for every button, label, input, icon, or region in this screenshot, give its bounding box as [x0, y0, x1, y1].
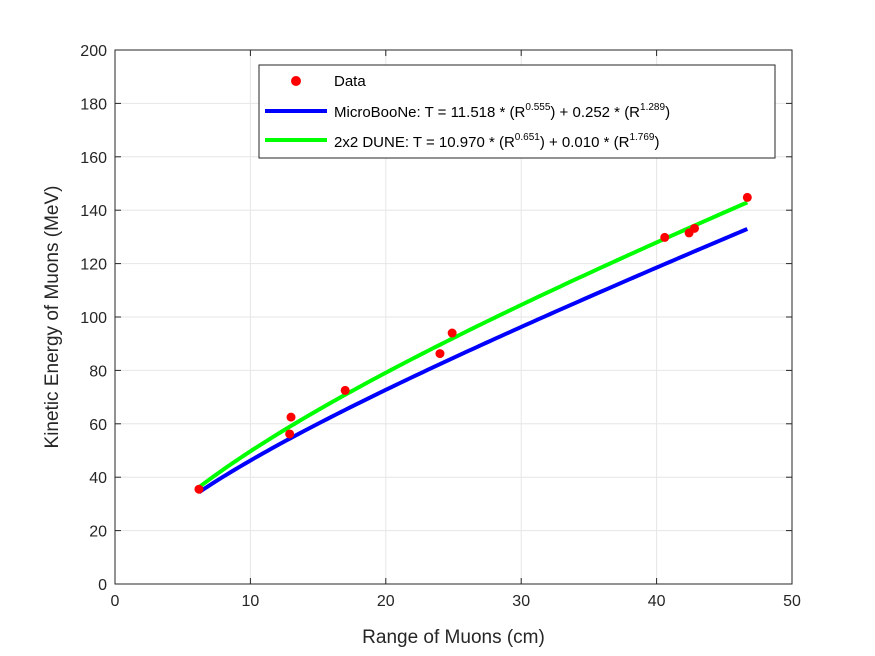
- y-tick-label: 140: [80, 203, 107, 220]
- x-axis-label: Range of Muons (cm): [362, 627, 545, 648]
- ticks: 0 10 20 30 40 50 0 20 40 60 80 100 120 140 160 180 200: [80, 43, 801, 610]
- x-tick-label: 10: [242, 593, 260, 610]
- data-point: [435, 349, 445, 359]
- x-tick-label: 30: [512, 593, 530, 610]
- data-point: [285, 429, 295, 439]
- y-tick-label: 180: [80, 96, 107, 113]
- y-tick-label: 120: [80, 257, 107, 274]
- legend-data-marker: [291, 76, 301, 86]
- data-point: [690, 223, 700, 233]
- y-tick-label: 60: [89, 417, 107, 434]
- x-tick-label: 0: [111, 593, 120, 610]
- y-tick-label: 100: [80, 310, 107, 327]
- data-point: [194, 484, 204, 494]
- legend-box: [258, 64, 776, 159]
- legend-microboone-label: MicroBooNe: T = 11.518 * (R0.555) + 0.25…: [334, 102, 670, 121]
- y-axis-label: Kinetic Energy of Muons (MeV): [42, 186, 63, 449]
- data-point: [742, 192, 752, 202]
- y-tick-label: 40: [89, 470, 107, 487]
- y-tick-label: 200: [80, 43, 107, 60]
- y-tick-label: 0: [98, 577, 107, 594]
- legend-data-label: Data: [334, 73, 366, 90]
- fit-curve-2x2-dune: [197, 200, 749, 489]
- data-point: [660, 232, 670, 242]
- x-tick-label: 20: [377, 593, 395, 610]
- y-tick-label: 80: [89, 363, 107, 380]
- y-tick-label: 160: [80, 150, 107, 167]
- legend-dune-label: 2x2 DUNE: T = 10.970 * (R0.651) + 0.010 …: [334, 132, 660, 151]
- x-tick-label: 50: [783, 593, 801, 610]
- data-point: [286, 412, 296, 422]
- data-points: [194, 192, 752, 494]
- data-point: [340, 385, 350, 395]
- x-tick-label: 40: [648, 593, 666, 610]
- legend: Data MicroBooNe: T = 11.518 * (R0.555) +…: [258, 64, 776, 159]
- y-tick-label: 20: [89, 524, 107, 541]
- data-point: [447, 328, 457, 338]
